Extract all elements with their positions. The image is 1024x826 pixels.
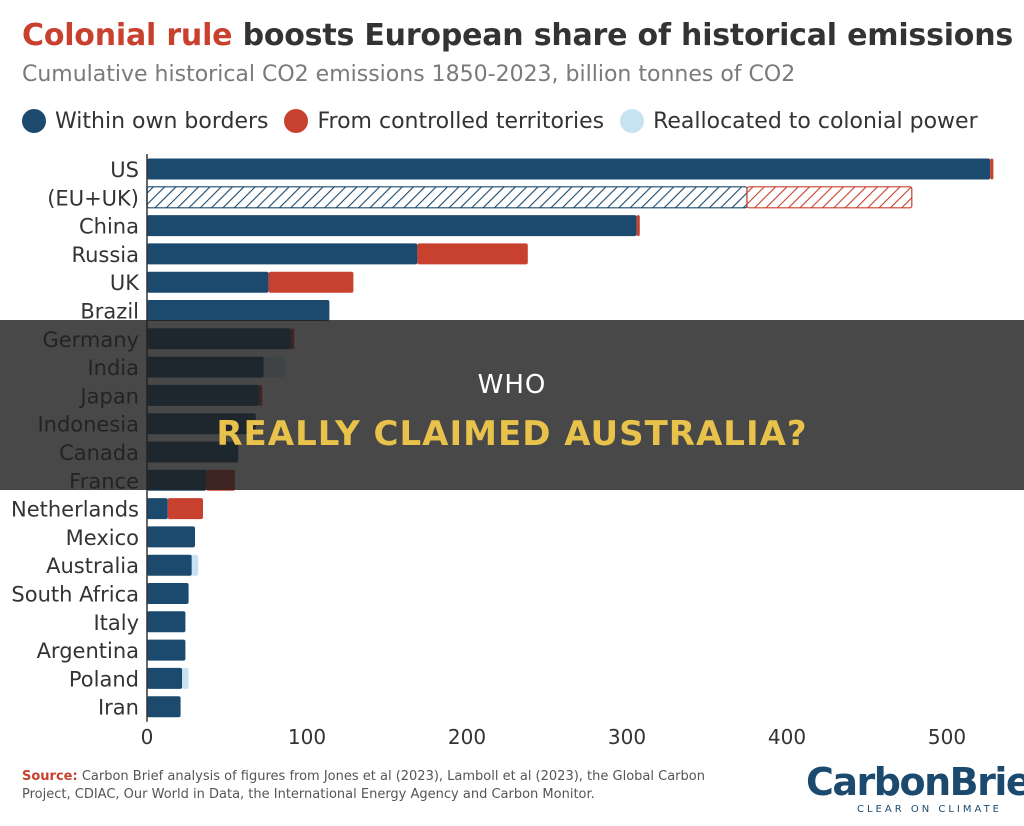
legend: Within own borders From controlled terri…: [22, 105, 994, 137]
title-overlay-banner: [0, 320, 1024, 490]
bar-australia-reallocated-to-colonial-power: [191, 554, 199, 576]
category-label-australia: Australia: [46, 554, 139, 578]
category-label-russia: Russia: [71, 243, 139, 267]
x-tick-label-500: 500: [928, 725, 966, 749]
bar-netherlands-within-own-borders: [147, 498, 168, 520]
category-label-us: US: [110, 158, 139, 182]
category-label-argentina: Argentina: [37, 639, 139, 663]
overlay-question-line2: REALLY CLAIMED AUSTRALIA?: [216, 414, 808, 454]
bar-us-within-own-borders: [147, 158, 991, 180]
x-tick-label-200: 200: [448, 725, 486, 749]
bar-uk-from-controlled-territories: [268, 271, 354, 293]
category-label-uk: UK: [110, 271, 140, 295]
bar-poland-reallocated-to-colonial-power: [182, 667, 189, 689]
bar-mexico-within-own-borders: [147, 526, 195, 548]
chart-subtitle: Cumulative historical CO2 emissions 1850…: [22, 62, 796, 87]
source-note: Source: Carbon Brief analysis of figures…: [22, 768, 742, 804]
source-text: Carbon Brief analysis of figures from Jo…: [22, 769, 705, 802]
legend-label-controlled-territories: From controlled territories: [317, 108, 605, 134]
category-label-south-africa: South Africa: [11, 583, 139, 607]
bar-argentina-within-own-borders: [147, 639, 186, 661]
title-rest: boosts European share of historical emis…: [232, 18, 1014, 53]
bar-eu-uk-within-own-borders: [146, 186, 748, 209]
x-tick-label-300: 300: [608, 725, 646, 749]
legend-swatch-controlled-territories: [284, 109, 309, 133]
bar-netherlands-from-controlled-territories: [167, 498, 203, 520]
legend-label-reallocated: Reallocated to colonial power: [653, 108, 978, 134]
bar-brazil-within-own-borders: [147, 300, 330, 321]
category-label-italy: Italy: [93, 611, 139, 635]
x-tick-label-0: 0: [141, 725, 154, 749]
legend-label-own-borders: Within own borders: [55, 108, 269, 134]
bar-poland-within-own-borders: [147, 667, 183, 689]
chart-title: Colonial rule boosts European share of h…: [22, 18, 1013, 53]
bar-russia-from-controlled-territories: [417, 243, 528, 265]
bar-eu-uk-from-controlled-territories: [746, 186, 913, 209]
bar-china-within-own-borders: [147, 215, 637, 237]
bar-italy-within-own-borders: [147, 611, 186, 633]
category-label-mexico: Mexico: [66, 526, 139, 550]
bar-uk-within-own-borders: [147, 271, 269, 293]
logo-wordmark: CarbonBrief: [806, 760, 1024, 804]
bar-south-africa-within-own-borders: [147, 583, 189, 604]
category-label-netherlands: Netherlands: [11, 498, 139, 522]
legend-swatch-own-borders: [22, 109, 46, 133]
bar-china-from-controlled-territories: [636, 215, 640, 237]
x-tick-label-100: 100: [288, 725, 326, 749]
category-label-poland: Poland: [69, 667, 139, 691]
category-label-eu-uk: (EU+UK): [47, 186, 139, 210]
x-axis-ticks: 0 100 200 300 400 500: [141, 725, 966, 749]
bar-australia-within-own-borders: [147, 554, 192, 576]
bar-russia-within-own-borders: [147, 243, 418, 265]
legend-item-controlled-territories: From controlled territories: [284, 109, 604, 134]
overlay-question-line1: WHO: [477, 370, 547, 400]
logo-tagline: CLEAR ON CLIMATE: [857, 804, 1002, 815]
legend-item-reallocated: Reallocated to colonial power: [620, 109, 978, 134]
legend-swatch-reallocated: [620, 109, 645, 133]
category-label-china: China: [79, 215, 139, 239]
x-tick-label-400: 400: [768, 725, 806, 749]
bar-iran-within-own-borders: [147, 696, 181, 718]
title-accent: Colonial rule: [22, 18, 233, 53]
category-label-brazil: Brazil: [80, 300, 139, 324]
carbon-brief-logo: CarbonBrief CLEAR ON CLIMATE: [806, 760, 1024, 815]
bar-us-from-controlled-territories: [990, 158, 994, 180]
source-label: Source:: [22, 769, 78, 784]
category-label-iran: Iran: [98, 696, 139, 720]
legend-item-own-borders: Within own borders: [22, 109, 268, 134]
